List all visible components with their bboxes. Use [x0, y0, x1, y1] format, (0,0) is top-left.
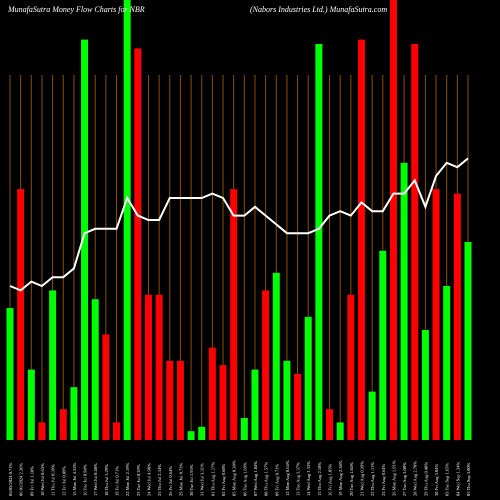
chart-title-right: (Nabors Industries Ltd.) MunafaSutra.com: [250, 5, 388, 14]
x-tick-label: 22 Mon Jul 2.19%: [125, 462, 130, 496]
x-tick-label: 17 Wed Jul 0.48%: [93, 463, 98, 496]
bar: [166, 360, 174, 440]
x-tick-label: 09 Fri Jul 1.18%: [29, 466, 34, 496]
bar: [134, 48, 142, 441]
x-tick-label: 16 Tue Jul 0.94%: [83, 464, 88, 496]
x-tick-label: 06 Tue Aug 1.69%: [242, 462, 247, 496]
x-tick-label: 07 Wed Aug 1.84%: [253, 461, 258, 496]
x-tick-label: 23 Fri Aug 0.64%: [381, 463, 386, 496]
x-tick-label: 25 Thu Jul 2.34%: [157, 464, 162, 496]
bar: [262, 290, 270, 440]
money-flow-line: [9, 157, 469, 292]
x-tick-label: 14 Wed Aug 1.33%: [306, 461, 311, 496]
x-tick-label: 05/05/2024 0.71%: [8, 462, 13, 496]
bar: [208, 347, 216, 440]
bar: [368, 391, 376, 440]
bar: [379, 250, 387, 440]
bar: [389, 0, 397, 440]
bars: [6, 0, 472, 441]
bar: [38, 422, 46, 440]
bar: [17, 189, 25, 440]
bar: [27, 369, 35, 440]
x-tick-label: 29 Thu Aug 0.48%: [423, 462, 428, 496]
x-tick-label: 02 Fri Aug 0.68%: [221, 463, 226, 496]
x-tick-labels: 05/05/2024 0.71% 06 01/2024 2.36% 09 Fri J…: [8, 460, 471, 496]
bar: [176, 360, 184, 440]
bar: [326, 409, 334, 440]
bar: [294, 374, 302, 440]
bar: [81, 39, 89, 440]
bar: [411, 44, 419, 440]
x-tick-label: 21 Wed Aug 0.39%: [359, 461, 364, 496]
x-tick-label: 23 Tue Jul 0.39%: [136, 464, 141, 496]
bar: [283, 360, 291, 440]
bar: [443, 286, 451, 440]
x-tick-label: 20 Tue Aug 1.84%: [349, 462, 354, 496]
bar: [347, 294, 355, 440]
bar: [357, 39, 365, 440]
x-tick-label: 05 Thu Sep 3.00%: [466, 462, 471, 496]
x-tick-label: 29 Mon Jul 0.73%: [178, 462, 183, 496]
bar: [240, 418, 248, 440]
x-tick-label: 28 Wed Aug 2.78%: [413, 461, 418, 496]
bar: [336, 422, 344, 440]
bar: [272, 272, 280, 440]
x-tick-label: 08 Thu Aug 1.57%: [264, 462, 269, 496]
bar: [400, 162, 408, 441]
bar: [70, 387, 78, 440]
x-tick-label: 30 Fri Aug 3.04%: [434, 463, 439, 496]
x-tick-label: 16 Fri Aug 1.05%: [328, 463, 333, 496]
x-tick-label: 11 Thu Jul 0.39%: [51, 464, 56, 496]
x-tick-label: 26 Fri Jul 0.64%: [168, 466, 173, 496]
x-tick-label: 30 Tue Jul 1.93%: [189, 464, 194, 496]
bar: [251, 369, 259, 440]
x-tick-label: 18 Thu Jul 3.29%: [104, 464, 109, 496]
bar: [49, 290, 57, 440]
x-tick-label: 12 Mon Aug 0.64%: [285, 460, 290, 496]
bar: [187, 431, 195, 440]
bar: [219, 365, 227, 440]
bar: [6, 308, 14, 440]
x-tick-label: 15 Thu Aug 2.18%: [317, 462, 322, 496]
x-tick-label: 27 Tue Aug 3.08%: [402, 462, 407, 496]
x-tick-label: 06 01/2024 2.36%: [19, 463, 24, 496]
bar: [59, 409, 67, 440]
x-tick-label: 04 Wed Sep 1.34%: [455, 461, 460, 496]
bar: [102, 334, 110, 440]
x-tick-label: 15 Mon Jul 4.52%: [72, 462, 77, 496]
x-tick-label: 24 Wed Jul 4.98%: [146, 463, 151, 496]
bar: [113, 422, 121, 440]
bar: [432, 189, 440, 440]
x-tick-label: 10 Wed Jul 0.63%: [40, 463, 45, 496]
bar: [123, 0, 131, 440]
x-tick-label: 12 Fri Jul 0.89%: [61, 466, 66, 496]
bar: [464, 242, 472, 440]
x-tick-label: 03 Tue Sep 1.65%: [445, 463, 450, 496]
bar: [421, 330, 429, 440]
x-tick-label: 09 Fri Aug 0.71%: [274, 463, 279, 496]
chart-title-left: MunafaSutra Money Flow Charts for NBR: [8, 5, 145, 14]
bar: [155, 294, 163, 440]
bar: [315, 44, 323, 440]
x-tick-label: 26 Mon Aug 1.91%: [391, 460, 396, 496]
bar: [91, 299, 99, 440]
bar: [304, 316, 312, 440]
x-tick-label: 19 Fri Jul 0.71%: [115, 466, 120, 496]
x-tick-label: 22 Thu Aug 1.11%: [370, 462, 375, 496]
x-tick-label: 13 Tue Aug 3.37%: [296, 462, 301, 496]
line-series: [9, 157, 469, 292]
x-tick-label: 05 Mon Aug 0.38%: [232, 460, 237, 496]
bar: [230, 189, 238, 440]
bar: [144, 294, 152, 440]
x-tick-label: 19 Mon Aug 2.38%: [338, 460, 343, 496]
x-tick-label: 01 Thu Aug 1.17%: [210, 462, 215, 496]
x-tick-label: 31 Wed Jul 3.31%: [200, 463, 205, 496]
bar: [198, 426, 206, 440]
bar: [453, 193, 461, 440]
